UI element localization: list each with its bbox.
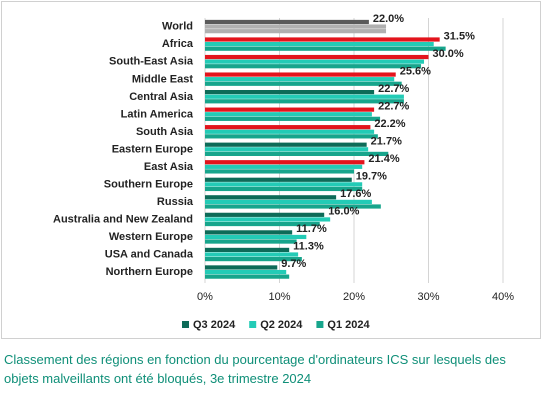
category-label: Central Asia [129, 91, 194, 103]
bar [205, 195, 337, 200]
bar [205, 160, 365, 165]
bar [205, 72, 396, 77]
category-label: South Asia [136, 126, 194, 138]
bar [205, 204, 381, 209]
bar [205, 169, 354, 174]
bar [205, 186, 363, 192]
category-label: World [162, 21, 193, 33]
value-label: 25.6% [400, 65, 431, 77]
category-label: Russia [157, 196, 194, 208]
x-tick-label: 0% [197, 291, 213, 303]
bar [205, 77, 395, 82]
bar [205, 42, 434, 47]
chart: 0% 10% 20% 30% 40% World 22.0% Africa 31.5% South… [53, 13, 514, 331]
category-label: Australia and New Zealand [53, 214, 193, 226]
value-label: 19.7% [356, 171, 387, 183]
legend-label: Q1 2024 [327, 319, 370, 331]
bar [205, 142, 367, 147]
bar [205, 247, 290, 252]
bar [205, 90, 375, 95]
bar [205, 274, 290, 279]
legend-label: Q3 2024 [193, 319, 236, 331]
bar [205, 265, 278, 270]
value-label: 9.7% [281, 258, 306, 270]
bar [205, 19, 369, 25]
bar [205, 59, 425, 64]
bar [205, 164, 363, 169]
legend-swatch [182, 321, 189, 328]
bar [205, 134, 378, 139]
bar [205, 99, 404, 104]
bar [205, 116, 381, 121]
bar [205, 199, 372, 204]
caption: Classement des régions en fonction du po… [4, 352, 506, 386]
bar [205, 252, 299, 257]
bar [205, 230, 293, 235]
value-label: 22.7% [378, 83, 409, 95]
category-label: Western Europe [109, 231, 193, 243]
bar [205, 234, 307, 240]
bar [205, 151, 389, 156]
value-label: 17.6% [340, 188, 371, 200]
bar [205, 217, 331, 222]
bar [205, 177, 352, 182]
bar [205, 112, 372, 117]
value-label: 11.7% [296, 223, 327, 235]
bar [205, 54, 429, 60]
value-label: 31.5% [444, 30, 475, 42]
legend-swatch [249, 321, 257, 328]
bar [205, 147, 369, 152]
category-label: Southern Europe [104, 178, 193, 190]
category-label: East Asia [144, 161, 194, 173]
bar [205, 212, 325, 217]
bar [205, 81, 402, 86]
value-label: 22.7% [378, 100, 409, 112]
value-label: 22.0% [373, 13, 404, 25]
bar [205, 107, 375, 112]
chart-frame [1, 1, 541, 339]
bar [205, 29, 387, 34]
value-label: 21.4% [368, 153, 399, 165]
x-tick-label: 40% [492, 291, 514, 303]
category-label: Middle East [132, 73, 193, 85]
bar [205, 239, 297, 244]
bar [205, 46, 446, 51]
bar [205, 182, 363, 187]
bar [205, 94, 404, 99]
x-tick-label: 20% [343, 291, 365, 303]
bar [205, 64, 422, 69]
value-label: 22.2% [374, 118, 405, 130]
x-tick-label: 30% [417, 291, 439, 303]
bar [205, 24, 387, 29]
value-label: 16.0% [328, 206, 359, 218]
x-tick-label: 10% [268, 291, 290, 303]
category-label: Northern Europe [106, 266, 193, 278]
value-label: 11.3% [293, 241, 324, 253]
category-label: USA and Canada [105, 249, 194, 261]
value-label: 30.0% [433, 48, 464, 60]
value-label: 21.7% [371, 136, 402, 148]
category-label: Africa [162, 38, 194, 50]
legend-swatch [316, 321, 324, 328]
bar [205, 257, 302, 262]
legend-label: Q2 2024 [260, 319, 303, 331]
bar [205, 269, 287, 275]
category-label: Latin America [121, 108, 194, 120]
bar [205, 129, 375, 134]
category-label: South-East Asia [109, 56, 194, 68]
bar [205, 125, 371, 130]
bar [205, 37, 440, 42]
category-label: Eastern Europe [112, 143, 193, 155]
bar [205, 221, 320, 227]
